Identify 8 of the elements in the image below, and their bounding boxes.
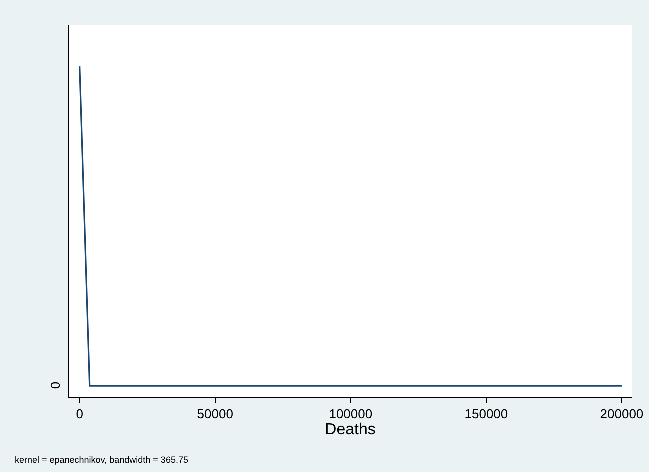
x-axis-title: Deaths: [325, 422, 376, 439]
x-tick-label: 50000: [197, 406, 234, 422]
text: 0: [48, 382, 63, 390]
x-tick-label: 100000: [329, 406, 373, 422]
x-tick-label: 150000: [464, 406, 508, 422]
x-tick-label: 200000: [600, 406, 644, 422]
text: kernel = epanechnikov, bandwidth = 365.75: [15, 455, 188, 465]
x-tick-label: 0: [76, 406, 84, 422]
